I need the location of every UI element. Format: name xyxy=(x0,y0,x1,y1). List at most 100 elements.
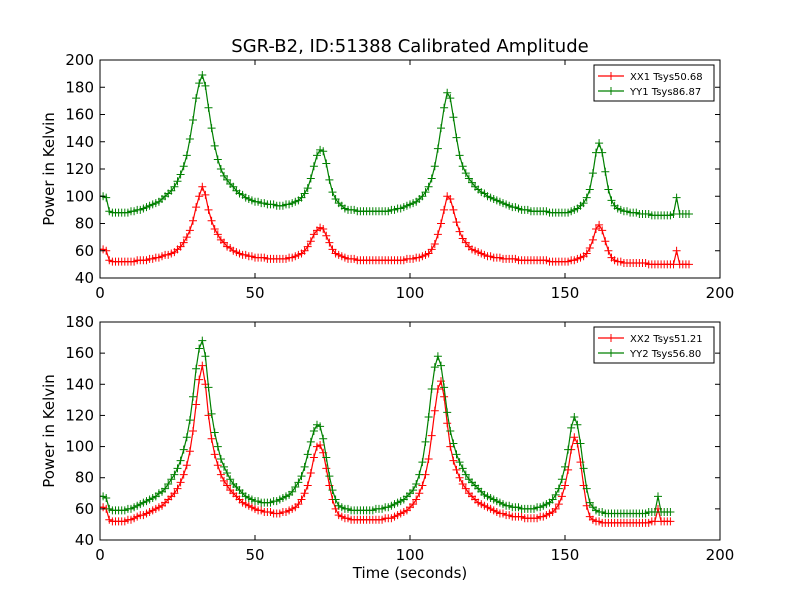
y-tick-label: 180 xyxy=(65,313,94,331)
data-point xyxy=(443,408,452,417)
data-point xyxy=(291,483,300,492)
data-point xyxy=(173,177,182,186)
data-point xyxy=(582,484,591,493)
data-point xyxy=(297,495,306,504)
data-point xyxy=(325,175,334,184)
data-point xyxy=(595,139,604,148)
data-point xyxy=(201,352,210,361)
y-tick-label: 80 xyxy=(75,215,94,233)
data-point xyxy=(170,182,179,191)
data-point xyxy=(592,224,600,233)
data-point xyxy=(210,224,219,233)
data-point xyxy=(551,504,560,513)
data-point xyxy=(300,489,309,498)
top-panel: 0 50 100 150 200 40 60 80 100 120 140 160 180 200 Powe… xyxy=(40,51,734,302)
data-point xyxy=(173,484,182,493)
y-tick-label: 160 xyxy=(65,344,94,362)
data-point xyxy=(446,427,455,435)
data-point xyxy=(313,151,321,160)
data-point xyxy=(223,481,232,490)
data-point xyxy=(216,165,225,173)
data-point xyxy=(576,439,585,448)
legend-label: XX1 Tsys50.68 xyxy=(630,72,703,83)
y-tick-label: 40 xyxy=(75,531,94,549)
data-point xyxy=(598,226,607,235)
data-point xyxy=(328,245,337,254)
data-point xyxy=(430,239,439,248)
data-point xyxy=(461,470,470,479)
data-point xyxy=(409,500,418,509)
data-point xyxy=(204,205,213,214)
data-point xyxy=(461,238,470,247)
data-point xyxy=(570,433,579,442)
x-tick-label: 150 xyxy=(551,546,580,564)
data-point xyxy=(325,238,334,247)
data-point xyxy=(167,475,176,484)
data-point xyxy=(588,235,597,244)
data-point xyxy=(322,159,331,168)
data-point xyxy=(461,484,470,493)
data-point xyxy=(427,384,436,393)
data-point xyxy=(415,489,424,498)
data-point xyxy=(430,406,439,415)
data-point xyxy=(189,216,197,225)
data-point xyxy=(102,493,111,502)
data-point xyxy=(427,431,436,440)
data-point xyxy=(564,445,573,454)
data-point xyxy=(437,219,445,228)
data-point xyxy=(204,383,213,392)
data-point xyxy=(319,147,328,156)
data-point xyxy=(189,392,197,401)
data-point xyxy=(322,231,331,240)
data-point xyxy=(554,484,563,493)
data-point xyxy=(452,450,461,459)
legend-label: YY2 Tsys56.80 xyxy=(629,349,701,360)
data-point xyxy=(579,464,588,473)
data-point xyxy=(424,182,433,191)
data-point xyxy=(595,220,604,229)
x-tick-label: 0 xyxy=(95,284,105,302)
data-point xyxy=(179,162,188,171)
y-tick-label: 80 xyxy=(75,469,94,487)
data-point xyxy=(440,205,449,214)
data-point xyxy=(588,169,597,178)
legend-marker xyxy=(607,334,615,342)
x-axis-label: Time (seconds) xyxy=(352,564,468,582)
data-point xyxy=(446,194,455,203)
bottom-panel: 0 50 100 150 200 40 60 80 100 120 140 160 180 Power i… xyxy=(40,313,734,582)
x-tick-label: 150 xyxy=(551,284,580,302)
data-point xyxy=(300,462,309,471)
data-point xyxy=(666,517,675,526)
data-point xyxy=(328,486,337,495)
data-point xyxy=(167,186,176,195)
data-point xyxy=(161,484,170,493)
data-point xyxy=(195,79,204,88)
x-tick-label: 50 xyxy=(245,546,264,564)
data-point xyxy=(573,420,582,429)
data-point xyxy=(331,495,340,504)
data-point xyxy=(440,103,449,112)
data-point xyxy=(309,162,318,171)
data-point xyxy=(582,249,591,258)
legend: XX1 Tsys50.68 YY1 Tsys86.87 xyxy=(593,64,715,102)
y-tick-label: 100 xyxy=(65,187,94,205)
data-point xyxy=(579,199,588,208)
data-point xyxy=(409,486,418,495)
data-point xyxy=(468,178,476,187)
data-point xyxy=(185,135,194,144)
data-point xyxy=(585,185,594,194)
data-point xyxy=(182,433,191,442)
data-point xyxy=(452,465,461,474)
data-point xyxy=(325,472,334,481)
data-point xyxy=(452,218,461,227)
data-point xyxy=(223,469,232,478)
data-point xyxy=(319,434,328,443)
data-point xyxy=(201,190,210,199)
data-point xyxy=(455,151,464,160)
data-point xyxy=(192,94,201,103)
data-point xyxy=(185,226,194,235)
data-point xyxy=(316,422,325,431)
data-point xyxy=(322,453,331,462)
data-point xyxy=(424,249,433,258)
data-point xyxy=(176,478,185,487)
